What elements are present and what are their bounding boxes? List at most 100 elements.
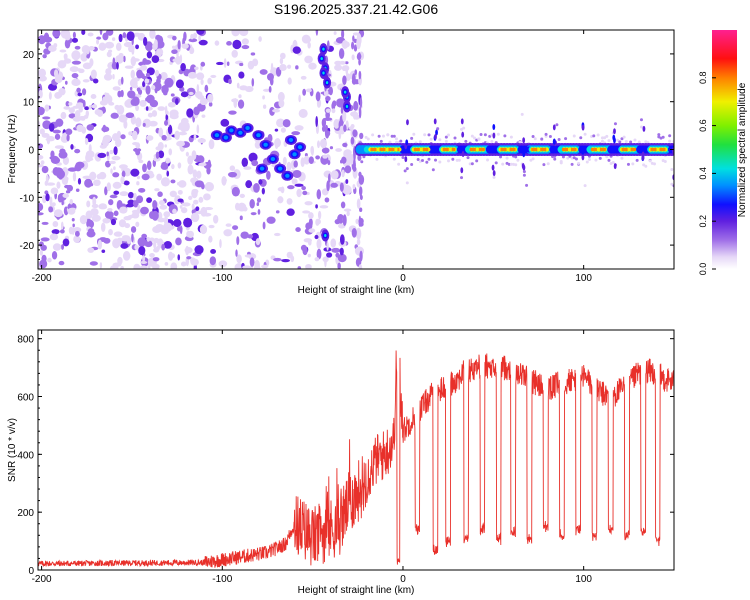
spectral-blob — [71, 78, 81, 87]
spectral-blob — [358, 106, 362, 119]
spectral-blob — [405, 139, 409, 146]
spectral-blob — [177, 162, 182, 169]
spectral-blob — [293, 160, 298, 168]
spectral-blob — [254, 259, 260, 269]
spectral-blob — [335, 148, 342, 152]
spectral-blob — [52, 221, 59, 228]
spectral-blob — [352, 129, 358, 138]
spectral-blob — [113, 190, 120, 195]
spectral-blob — [190, 64, 197, 72]
spectral-blob — [183, 217, 193, 228]
spectral-blob — [501, 162, 505, 166]
spectral-blob — [131, 130, 138, 141]
spectral-blob — [470, 134, 474, 138]
spectral-blob — [56, 181, 61, 189]
spectral-blob — [137, 32, 146, 41]
spectral-blob — [308, 62, 317, 70]
spectral-blob — [196, 30, 205, 35]
spectral-blob — [302, 210, 311, 214]
spectral-blob — [359, 97, 363, 108]
spectral-blob — [112, 172, 120, 178]
spectral-blob — [577, 161, 581, 165]
spectral-blob — [89, 261, 98, 266]
spectral-blob — [98, 171, 107, 180]
spectral-blob — [509, 135, 513, 139]
spectral-blob — [354, 69, 358, 76]
spectral-blob — [262, 88, 271, 92]
spectral-blob — [334, 64, 343, 71]
spectral-blob — [270, 157, 276, 162]
spectral-blob — [39, 249, 43, 256]
spectral-blob — [52, 243, 62, 251]
spectral-blob — [353, 151, 356, 161]
spectral-blob — [151, 85, 156, 91]
spectral-blob — [308, 212, 314, 220]
spectral-blob — [286, 208, 295, 216]
spectral-blob — [76, 87, 81, 93]
spectral-blob — [248, 152, 258, 163]
spectral-blob — [425, 160, 429, 164]
spectral-blob — [531, 134, 535, 138]
spectral-blob — [41, 132, 50, 138]
spectral-blob — [99, 30, 103, 35]
spectral-blob — [109, 160, 116, 165]
spectral-blob — [181, 43, 189, 49]
spectral-blob — [85, 110, 89, 118]
spectral-blob — [227, 171, 238, 178]
spectral-blob — [58, 88, 66, 96]
spectral-blob — [71, 60, 82, 65]
spectral-blob — [258, 179, 263, 185]
spectral-blob — [231, 186, 240, 197]
spectral-blob — [303, 155, 310, 165]
spectral-blob — [42, 54, 47, 59]
spectral-blob — [262, 95, 265, 100]
spectral-blob — [192, 169, 198, 179]
spectral-blob — [457, 158, 461, 162]
spectral-blob — [81, 44, 90, 54]
spectral-blob — [552, 138, 556, 145]
spectral-blob — [460, 118, 464, 125]
spectral-blob — [191, 188, 199, 194]
spectral-blob — [258, 36, 262, 42]
spectral-blob — [605, 134, 609, 138]
spectral-blob — [286, 198, 293, 205]
spectral-blob — [54, 145, 64, 149]
spectral-blob — [431, 168, 435, 172]
spectral-blob — [127, 90, 136, 99]
spectral-blob — [470, 162, 474, 166]
spectral-blob — [104, 210, 114, 219]
spectral-blob — [170, 93, 175, 97]
snr-y-label: SNR (10 * v/v) — [7, 418, 18, 482]
spectral-blob — [629, 140, 633, 144]
spectral-blob — [334, 60, 342, 66]
spectral-blob — [379, 139, 383, 143]
spectral-blob — [139, 265, 148, 269]
spectral-blob — [59, 49, 67, 53]
spectral-blob — [639, 125, 643, 129]
snr-marks — [38, 350, 674, 568]
spectral-blob — [237, 99, 245, 109]
spectral-blob — [110, 168, 113, 174]
spectral-blob — [342, 110, 347, 123]
colorbar-tick-label: 0.0 — [698, 263, 708, 276]
spectral-blob — [60, 244, 65, 250]
spectral-blob — [352, 184, 356, 190]
spectral-blob — [250, 212, 257, 216]
spectral-blob — [49, 233, 59, 241]
spectral-blob — [198, 162, 207, 167]
spectral-blob — [330, 182, 338, 188]
spectrogram-blobs — [38, 30, 674, 269]
spectral-blob — [249, 257, 255, 267]
spectral-blob — [157, 142, 164, 151]
spectral-blob — [153, 237, 160, 244]
spectral-blob — [331, 108, 336, 114]
spectral-blob — [204, 181, 215, 192]
spectral-blob — [196, 84, 200, 93]
spectral-blob — [670, 168, 674, 172]
spectral-blob — [330, 238, 337, 248]
spectral-blob — [292, 152, 297, 157]
spectral-blob — [121, 76, 124, 85]
spectral-blob — [346, 210, 350, 217]
spectral-blob — [138, 246, 146, 256]
spectral-blob — [491, 164, 495, 171]
